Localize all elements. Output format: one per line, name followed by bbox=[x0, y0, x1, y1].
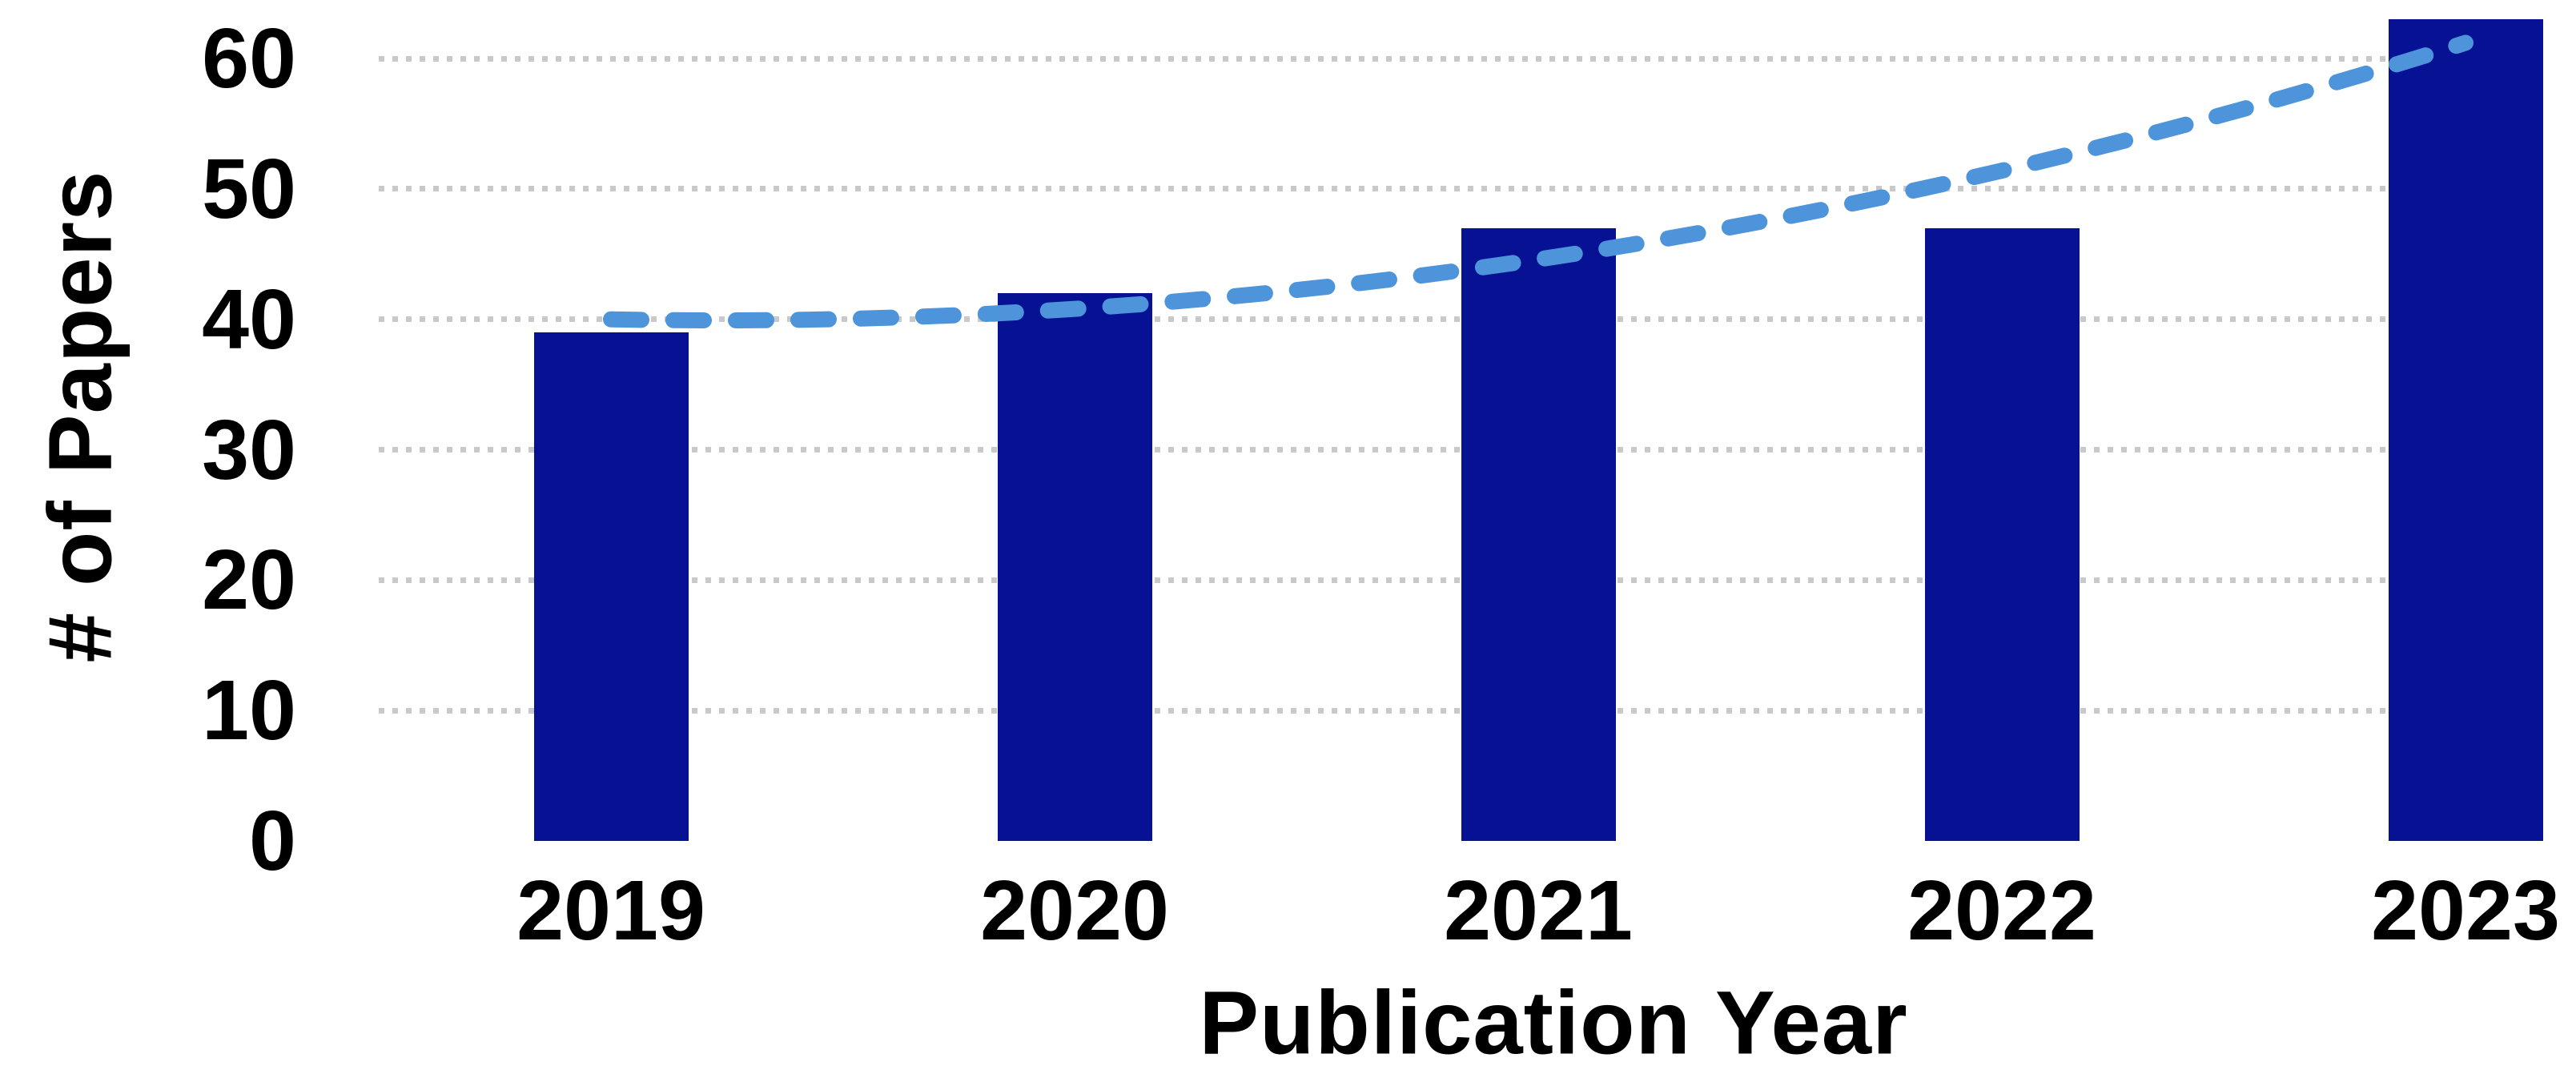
y-tick-label-30: 30 bbox=[202, 402, 296, 497]
y-tick-label-20: 20 bbox=[202, 533, 296, 628]
gridline-50 bbox=[379, 186, 2542, 192]
bar-2022 bbox=[1924, 227, 2080, 841]
gridline-60 bbox=[379, 55, 2542, 62]
bar-2023 bbox=[2388, 19, 2543, 841]
gridline-20 bbox=[379, 577, 2542, 583]
bar-2020 bbox=[997, 293, 1152, 841]
y-tick-label-10: 10 bbox=[202, 663, 296, 758]
x-axis-title: Publication Year bbox=[1199, 972, 1908, 1073]
x-tick-label-2019: 2019 bbox=[516, 863, 705, 958]
y-tick-label-0: 0 bbox=[249, 794, 296, 888]
gridline-10 bbox=[379, 707, 2542, 714]
x-tick-label-2020: 2020 bbox=[980, 863, 1169, 958]
bar-2019 bbox=[533, 332, 689, 841]
y-tick-label-40: 40 bbox=[202, 272, 296, 367]
bar-2021 bbox=[1461, 227, 1616, 841]
y-tick-label-60: 60 bbox=[202, 11, 296, 106]
x-tick-label-2023: 2023 bbox=[2371, 863, 2560, 958]
gridline-30 bbox=[379, 447, 2542, 453]
y-tick-label-50: 50 bbox=[202, 141, 296, 236]
x-tick-label-2022: 2022 bbox=[1907, 863, 2096, 958]
x-tick-label-2021: 2021 bbox=[1444, 863, 1633, 958]
